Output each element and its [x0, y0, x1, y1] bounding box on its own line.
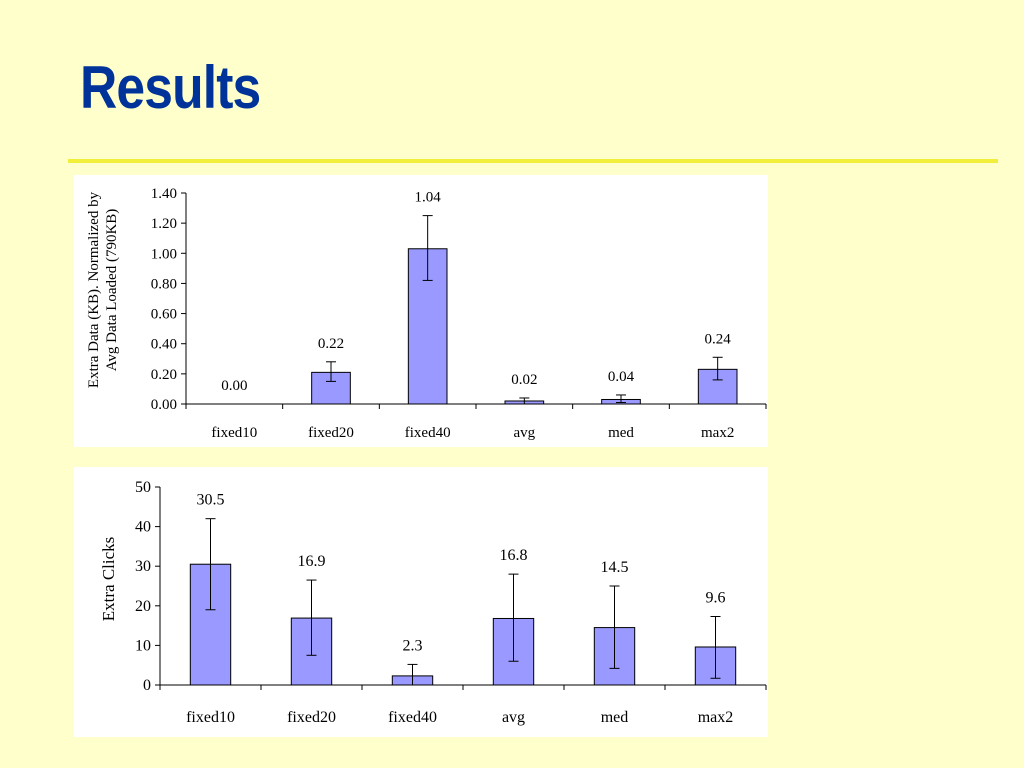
- extra-data-category-label: avg: [513, 425, 535, 441]
- extra-data-y-tick-label: 1.20: [151, 216, 177, 232]
- title-divider: [68, 159, 998, 163]
- extra-data-data-label: 0.24: [705, 331, 732, 347]
- extra-clicks-y-tick-label: 50: [135, 479, 151, 496]
- extra-data-category-label: fixed40: [405, 425, 451, 441]
- slide-title: Results: [80, 54, 261, 121]
- extra-data-y-tick-label: 0.00: [151, 397, 177, 413]
- extra-data-bar-chart: 0.00 0.20 0.40 0.60 0.80 1.00 1.20 1.40 0.00 fixe…: [86, 186, 767, 441]
- extra-data-y-tick-label: 0.60: [151, 307, 177, 323]
- chart-panel-extra-clicks: 0 10 20 30 40 50 30.5 fixed10 16.9 fixed20 2.3 fixe…: [74, 467, 768, 737]
- extra-clicks-y-tick-label: 10: [135, 637, 151, 654]
- extra-data-y-tick-label: 1.40: [151, 186, 177, 202]
- extra-data-category-label: fixed10: [211, 425, 257, 441]
- extra-clicks-category-label: fixed20: [287, 709, 336, 726]
- extra-data-data-label: 0.22: [318, 336, 344, 352]
- extra-data-y-tick-label: 0.20: [151, 367, 177, 383]
- extra-clicks-category-label: med: [601, 709, 629, 726]
- extra-data-data-label: 1.04: [415, 190, 442, 206]
- extra-clicks-y-tick-label: 0: [143, 677, 151, 694]
- extra-data-category-label: fixed20: [308, 425, 354, 441]
- chart-panel-extra-data: 0.00 0.20 0.40 0.60 0.80 1.00 1.20 1.40 0.00 fixe…: [74, 175, 768, 447]
- extra-clicks-data-label: 14.5: [601, 559, 629, 576]
- extra-clicks-y-tick-label: 40: [135, 519, 151, 536]
- extra-data-y-tick-label: 1.00: [151, 246, 177, 262]
- extra-data-data-label: 0.00: [221, 378, 247, 394]
- extra-clicks-y-tick-label: 20: [135, 598, 151, 615]
- extra-data-y-axis-title: Avg Data Loaded (790KB): [104, 209, 120, 372]
- extra-clicks-category-label: max2: [698, 709, 734, 726]
- extra-data-y-tick-label: 0.80: [151, 276, 177, 292]
- extra-data-category-label: max2: [701, 425, 734, 441]
- extra-data-data-label: 0.04: [608, 369, 635, 385]
- extra-data-y-tick-label: 0.40: [151, 337, 177, 353]
- extra-clicks-data-label: 16.9: [298, 553, 326, 570]
- extra-clicks-category-label: avg: [502, 709, 525, 726]
- extra-data-y-axis-title: Extra Data (KB). Normalized by: [86, 191, 102, 388]
- extra-data-category-label: med: [608, 425, 634, 441]
- extra-clicks-category-label: fixed10: [186, 709, 235, 726]
- extra-clicks-y-axis-title: Extra Clicks: [99, 537, 118, 622]
- extra-clicks-data-label: 30.5: [197, 492, 225, 509]
- extra-clicks-data-label: 2.3: [403, 637, 423, 654]
- extra-clicks-data-label: 9.6: [706, 589, 726, 606]
- extra-clicks-y-tick-label: 30: [135, 558, 151, 575]
- extra-clicks-bar-chart: 0 10 20 30 40 50 30.5 fixed10 16.9 fixed20 2.3 fixe…: [99, 479, 767, 726]
- extra-data-data-label: 0.02: [511, 372, 537, 388]
- extra-clicks-data-label: 16.8: [500, 547, 528, 564]
- extra-clicks-category-label: fixed40: [388, 709, 437, 726]
